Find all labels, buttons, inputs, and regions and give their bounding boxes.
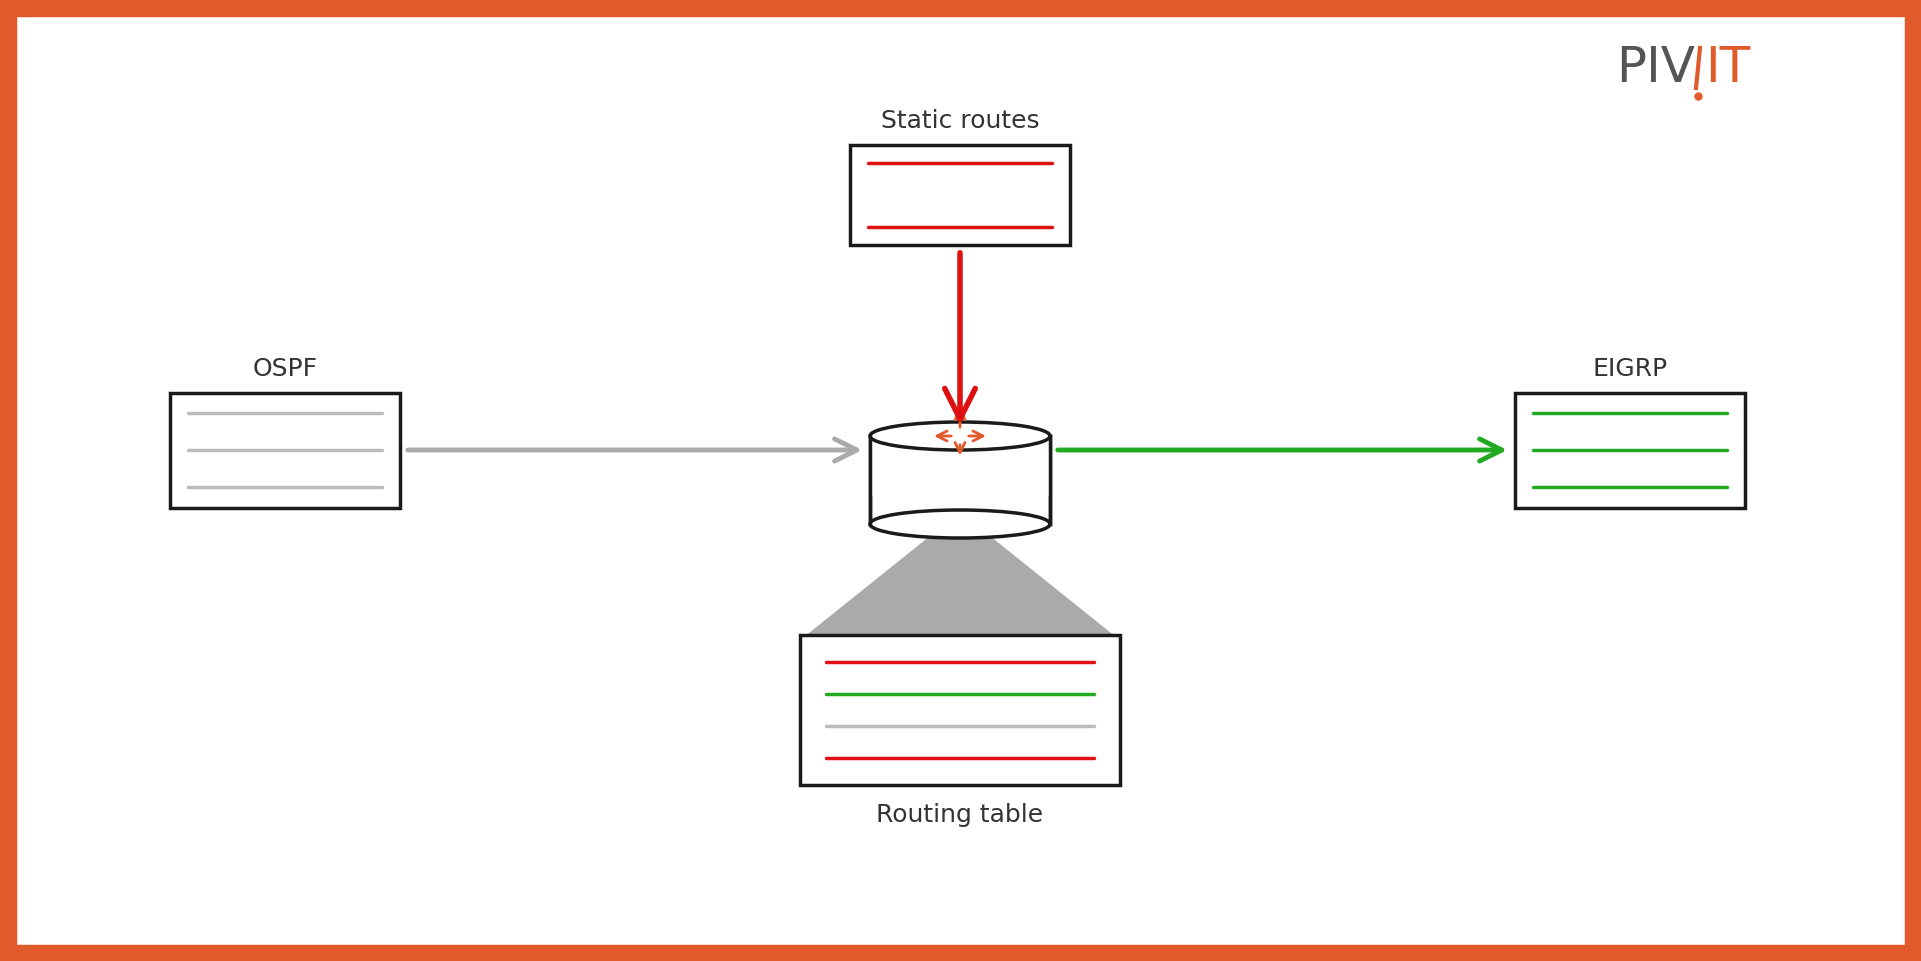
- Text: OSPF: OSPF: [252, 357, 317, 381]
- Bar: [1516, 392, 1744, 507]
- Text: EIGRP: EIGRP: [1593, 357, 1667, 381]
- Ellipse shape: [870, 422, 1051, 450]
- Text: Routing table: Routing table: [876, 803, 1043, 827]
- Bar: [799, 635, 1120, 785]
- Text: IT: IT: [1706, 44, 1750, 92]
- Bar: [169, 392, 400, 507]
- Polygon shape: [807, 524, 1114, 635]
- Text: Static routes: Static routes: [880, 109, 1039, 133]
- Bar: [870, 436, 1051, 496]
- Bar: [849, 145, 1070, 245]
- Text: PIV: PIV: [1616, 44, 1694, 92]
- Ellipse shape: [870, 510, 1051, 538]
